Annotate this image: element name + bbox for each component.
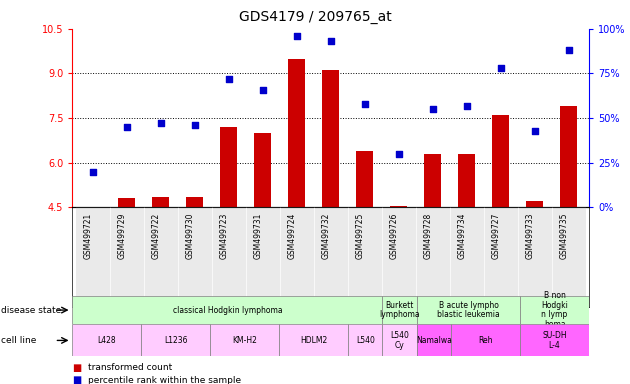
Text: transformed count: transformed count	[88, 363, 173, 372]
Bar	[560, 106, 577, 207]
Text: GSM499723: GSM499723	[220, 212, 229, 259]
Bar	[520, 324, 589, 356]
Text: GSM499733: GSM499733	[525, 212, 535, 259]
Bar	[526, 201, 543, 207]
Text: GSM499727: GSM499727	[491, 212, 501, 259]
Bar	[552, 207, 586, 307]
Bar	[144, 207, 178, 307]
Bar	[416, 207, 450, 307]
Bar	[348, 207, 382, 307]
Point	[496, 65, 506, 71]
Bar	[289, 58, 306, 207]
Bar	[458, 154, 475, 207]
Text: percentile rank within the sample: percentile rank within the sample	[88, 376, 241, 384]
Text: GSM499722: GSM499722	[152, 212, 161, 258]
Bar	[484, 207, 518, 307]
Text: disease state: disease state	[1, 306, 62, 314]
Bar	[520, 296, 589, 324]
Bar	[212, 207, 246, 307]
Text: GSM499725: GSM499725	[356, 212, 365, 259]
Point	[190, 122, 200, 128]
Bar	[382, 324, 417, 356]
Point	[530, 127, 540, 134]
Bar	[518, 207, 552, 307]
Text: L540: L540	[356, 336, 375, 345]
Bar	[72, 296, 382, 324]
Point	[564, 47, 574, 53]
Point	[462, 103, 472, 109]
Text: KM-H2: KM-H2	[232, 336, 257, 345]
Bar	[279, 324, 348, 356]
Text: B acute lympho
blastic leukemia: B acute lympho blastic leukemia	[437, 301, 500, 319]
Text: GSM499724: GSM499724	[288, 212, 297, 259]
Text: Namalwa: Namalwa	[416, 336, 452, 345]
Bar	[186, 197, 203, 207]
Bar	[178, 207, 212, 307]
Text: ■: ■	[72, 375, 82, 384]
Point	[258, 86, 268, 93]
Bar	[118, 199, 135, 207]
Text: GSM499731: GSM499731	[254, 212, 263, 259]
Bar	[356, 151, 373, 207]
Point	[326, 38, 336, 45]
Text: GSM499726: GSM499726	[390, 212, 399, 259]
Bar	[246, 207, 280, 307]
Text: HDLM2: HDLM2	[300, 336, 327, 345]
Bar	[152, 197, 169, 207]
Text: B non
Hodgki
n lymp
homa: B non Hodgki n lymp homa	[541, 291, 568, 329]
Bar	[450, 207, 484, 307]
Text: GSM499735: GSM499735	[559, 212, 569, 259]
Text: GSM499729: GSM499729	[118, 212, 127, 259]
Text: Burkett
lymphoma: Burkett lymphoma	[379, 301, 420, 319]
Text: GSM499734: GSM499734	[458, 212, 467, 259]
Bar	[141, 324, 210, 356]
Text: SU-DH
L-4: SU-DH L-4	[542, 331, 567, 350]
Text: GSM499730: GSM499730	[186, 212, 195, 259]
Text: L1236: L1236	[164, 336, 188, 345]
Text: L540
Cy: L540 Cy	[390, 331, 409, 350]
Bar	[390, 206, 407, 207]
Text: ■: ■	[72, 363, 82, 373]
Bar	[382, 207, 416, 307]
Text: GDS4179 / 209765_at: GDS4179 / 209765_at	[239, 10, 391, 23]
Text: cell line: cell line	[1, 336, 37, 345]
Bar	[255, 133, 272, 207]
Bar	[72, 324, 141, 356]
Point	[360, 101, 370, 107]
Point	[224, 76, 234, 82]
Text: Reh: Reh	[478, 336, 493, 345]
Bar	[76, 207, 110, 307]
Bar	[280, 207, 314, 307]
Bar	[220, 127, 238, 207]
Point	[394, 151, 404, 157]
Point	[156, 120, 166, 126]
Point	[88, 169, 98, 175]
Text: GSM499728: GSM499728	[424, 212, 433, 258]
Bar	[424, 154, 441, 207]
Text: classical Hodgkin lymphoma: classical Hodgkin lymphoma	[173, 306, 282, 314]
Bar	[492, 115, 509, 207]
Bar	[417, 296, 520, 324]
Point	[428, 106, 438, 112]
Point	[292, 33, 302, 39]
Bar	[210, 324, 279, 356]
Bar	[110, 207, 144, 307]
Bar	[417, 324, 451, 356]
Bar	[382, 296, 417, 324]
Bar	[314, 207, 348, 307]
Point	[122, 124, 132, 130]
Text: GSM499721: GSM499721	[84, 212, 93, 258]
Text: GSM499732: GSM499732	[322, 212, 331, 259]
Text: L428: L428	[98, 336, 116, 345]
Bar	[348, 324, 382, 356]
Bar	[451, 324, 520, 356]
Bar	[323, 70, 339, 207]
